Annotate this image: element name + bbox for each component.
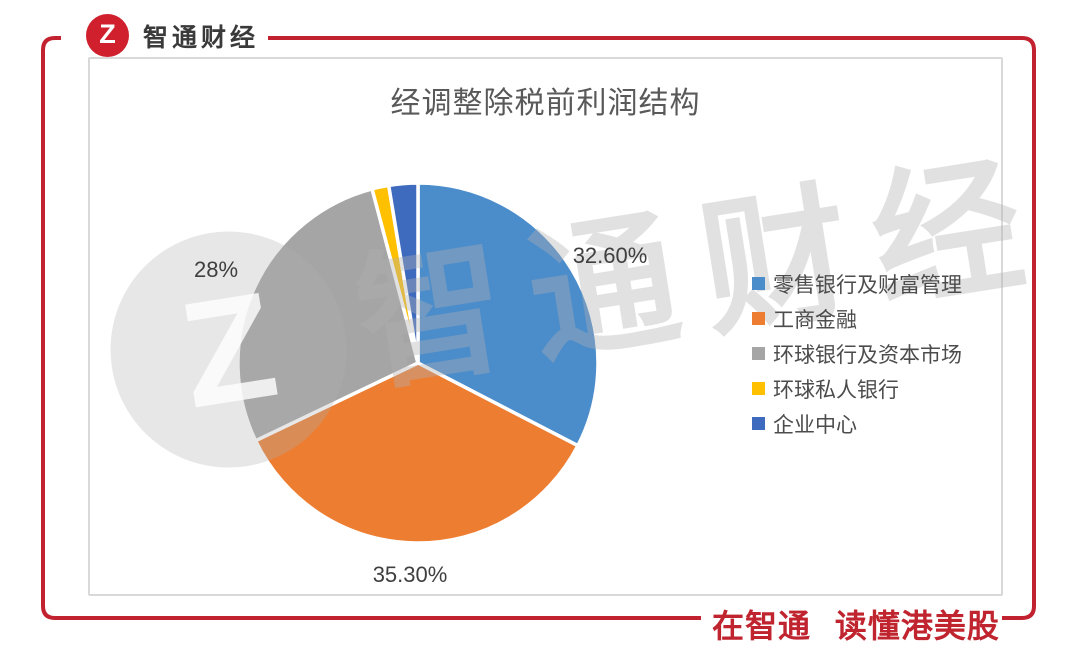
legend-label: 环球私人银行 [773, 378, 899, 402]
chart-legend: 零售银行及财富管理 工商金融环球银行及资本市场 环球私人银行 企业中心 [752, 272, 962, 447]
legend-label: 工商金融 [773, 308, 857, 332]
legend-swatch-icon [752, 347, 765, 360]
data-label-global-banking: 28% [193, 257, 239, 282]
chart-title: 经调整除税前利润结构 [390, 87, 701, 120]
zhitong-logo-icon: Z [86, 14, 129, 57]
legend-item-1: 零售银行及财富管理 [752, 272, 962, 297]
legend-item-2: 工商金融 [752, 307, 962, 332]
legend-label: 零售银行及财富管理 [773, 273, 962, 297]
legend-item-5: 企业中心 [752, 412, 962, 437]
legend-swatch-icon [752, 277, 765, 290]
legend-swatch-icon [752, 417, 765, 430]
footer-slogan: 在智通 读懂港美股 [712, 608, 1000, 644]
legend-item-4: 环球私人银行 [752, 377, 962, 402]
legend-label: 企业中心 [773, 413, 857, 437]
logo-letter: Z [99, 19, 116, 49]
legend-swatch-icon [752, 312, 765, 325]
brand-lockup: Z 智通财经 [86, 14, 259, 57]
legend-label: 环球银行及资本市场 [773, 343, 962, 367]
data-label-retail-banking: 32.60% [572, 243, 648, 268]
brand-name: 智通财经 [143, 23, 260, 52]
pie-chart [236, 181, 600, 545]
legend-swatch-icon [752, 382, 765, 395]
data-label-commercial-banking: 35.30% [372, 562, 448, 587]
legend-item-3: 环球银行及资本市场 [752, 342, 962, 367]
